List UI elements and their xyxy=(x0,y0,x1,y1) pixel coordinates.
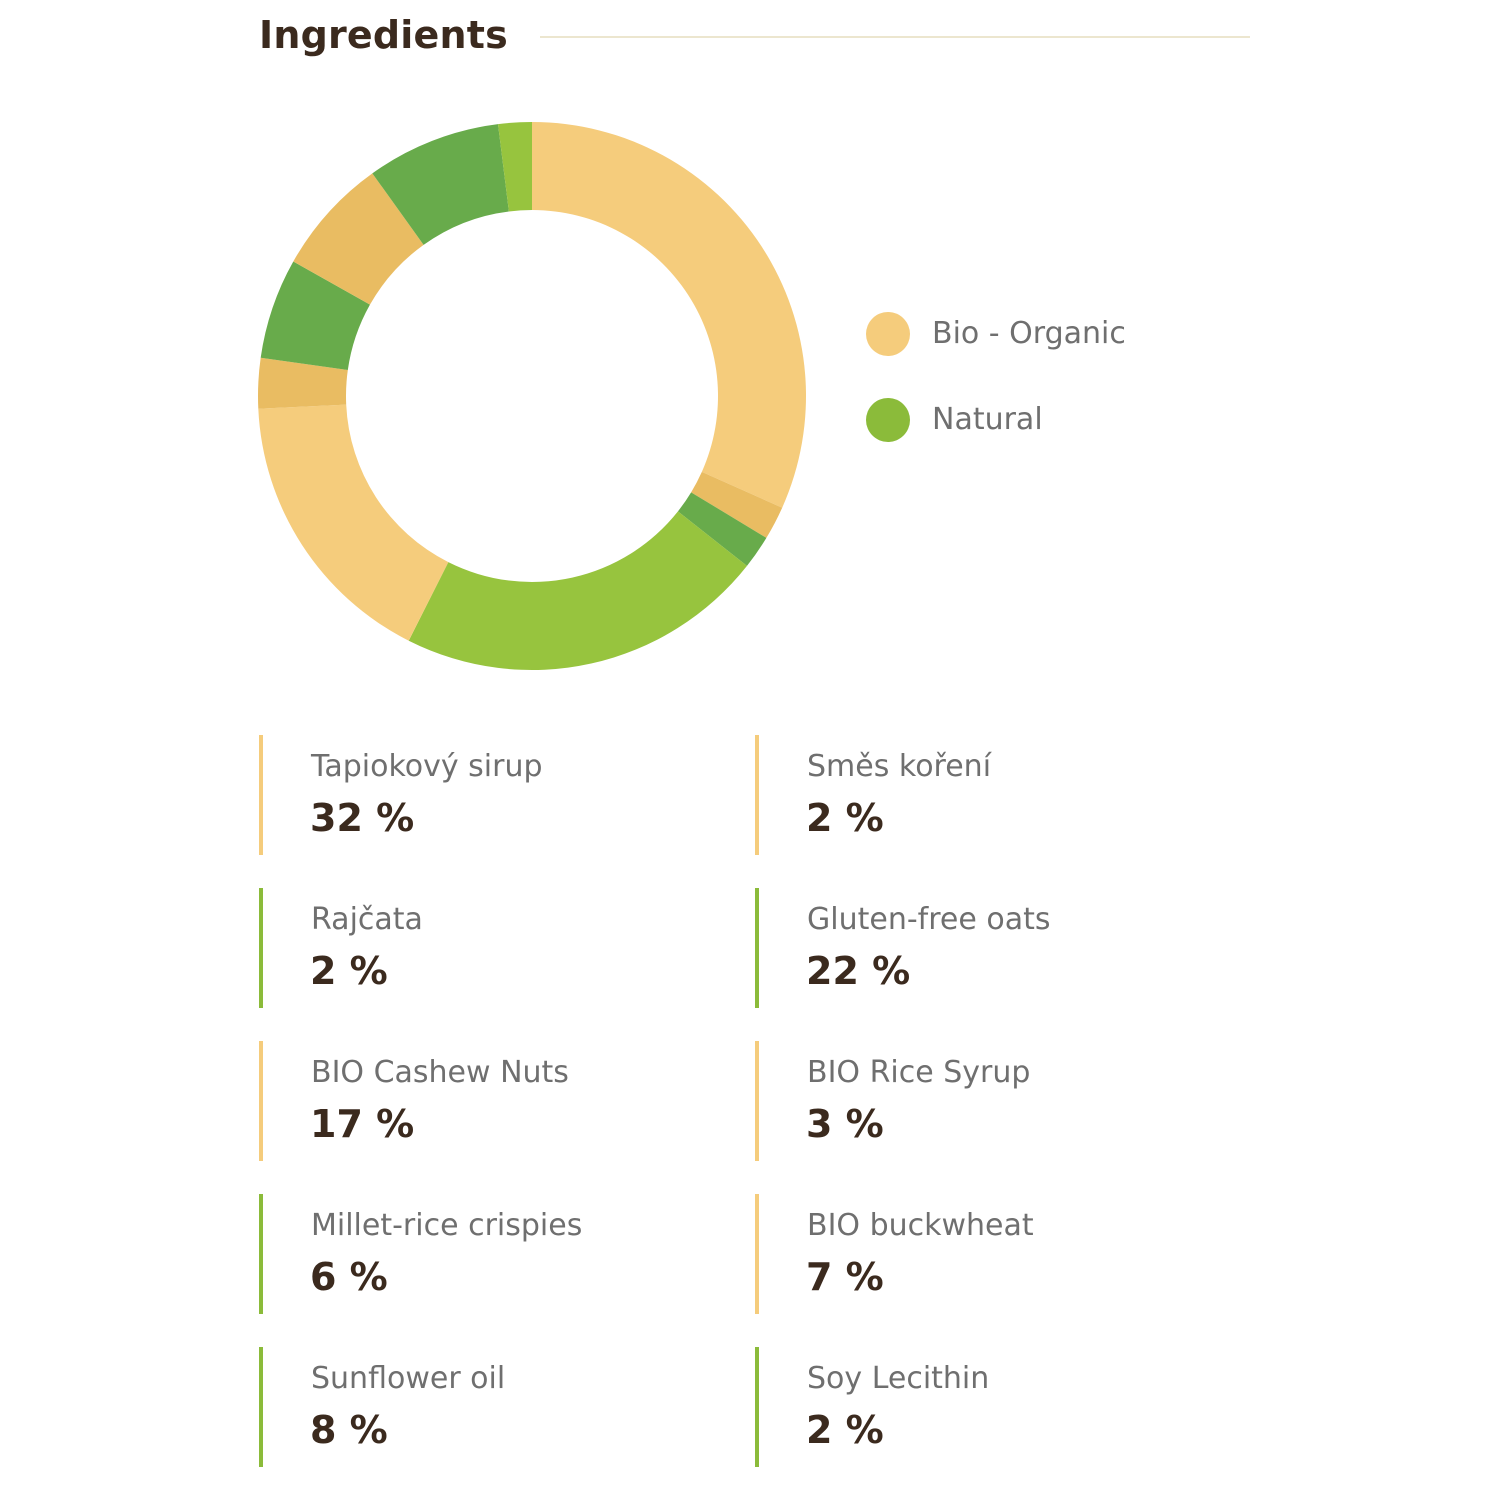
donut-slice xyxy=(260,261,370,371)
ingredient-item: Směs koření 2 % xyxy=(755,735,1251,855)
ingredient-name: BIO buckwheat xyxy=(807,1208,1034,1243)
title-divider xyxy=(540,36,1250,38)
ingredient-percent: 8 % xyxy=(310,1408,388,1452)
ingredient-percent: 3 % xyxy=(806,1102,884,1146)
donut-slice xyxy=(293,173,424,305)
ingredient-item: Gluten-free oats 22 % xyxy=(755,888,1251,1008)
legend-label: Bio - Organic xyxy=(932,316,1126,351)
ingredient-name: BIO Cashew Nuts xyxy=(311,1055,569,1090)
ingredient-name: BIO Rice Syrup xyxy=(807,1055,1031,1090)
donut-slice xyxy=(408,511,747,670)
ingredient-percent: 32 % xyxy=(310,796,415,840)
ingredient-percent: 2 % xyxy=(806,796,884,840)
ingredient-item: BIO Cashew Nuts 17 % xyxy=(259,1041,755,1161)
ingredient-percent: 7 % xyxy=(806,1255,884,1299)
legend-swatch-natural xyxy=(866,398,910,442)
legend-item-bio-organic: Bio - Organic xyxy=(866,308,1126,360)
ingredient-item: Rajčata 2 % xyxy=(259,888,755,1008)
legend-item-natural: Natural xyxy=(866,394,1126,446)
legend-label: Natural xyxy=(932,402,1043,437)
ingredient-name: Směs koření xyxy=(807,749,992,784)
ingredient-name: Sunflower oil xyxy=(311,1361,506,1396)
donut-slice xyxy=(532,122,807,508)
ingredient-percent: 2 % xyxy=(806,1408,884,1452)
donut-slice xyxy=(258,357,348,409)
ingredient-percent: 17 % xyxy=(310,1102,415,1146)
chart-legend: Bio - Organic Natural xyxy=(866,308,1126,480)
ingredient-item: Soy Lecithin 2 % xyxy=(755,1347,1251,1467)
ingredient-item: BIO buckwheat 7 % xyxy=(755,1194,1251,1314)
ingredient-list: Tapiokový sirup 32 % Směs koření 2 % Raj… xyxy=(259,735,1259,1467)
ingredient-name: Soy Lecithin xyxy=(807,1361,990,1396)
ingredient-percent: 2 % xyxy=(310,949,388,993)
ingredient-item: Sunflower oil 8 % xyxy=(259,1347,755,1467)
ingredient-name: Rajčata xyxy=(311,902,423,937)
ingredient-name: Gluten-free oats xyxy=(807,902,1051,937)
ingredient-item: BIO Rice Syrup 3 % xyxy=(755,1041,1251,1161)
ingredient-name: Tapiokový sirup xyxy=(311,749,543,784)
donut-slice xyxy=(258,404,449,641)
donut-slice xyxy=(677,492,767,566)
donut-slice xyxy=(497,122,532,212)
ingredient-item: Tapiokový sirup 32 % xyxy=(259,735,755,855)
donut-slice xyxy=(372,124,509,245)
ingredient-percent: 6 % xyxy=(310,1255,388,1299)
legend-swatch-bio-organic xyxy=(866,312,910,356)
ingredient-name: Millet-rice crispies xyxy=(311,1208,583,1243)
page-title: Ingredients xyxy=(259,13,508,57)
ingredients-donut-chart xyxy=(258,122,807,670)
ingredient-percent: 22 % xyxy=(806,949,911,993)
ingredient-item: Millet-rice crispies 6 % xyxy=(259,1194,755,1314)
donut-slice xyxy=(691,471,783,538)
